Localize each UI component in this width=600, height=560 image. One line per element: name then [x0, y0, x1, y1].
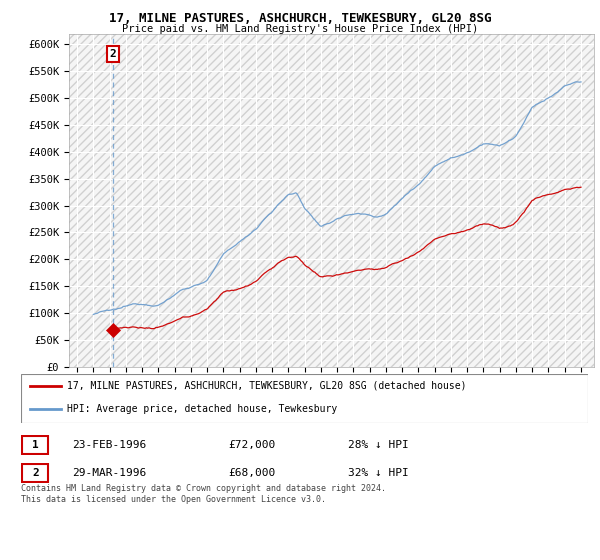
FancyBboxPatch shape [22, 464, 49, 482]
Text: 17, MILNE PASTURES, ASHCHURCH, TEWKESBURY, GL20 8SG (detached house): 17, MILNE PASTURES, ASHCHURCH, TEWKESBUR… [67, 381, 467, 391]
Text: £72,000: £72,000 [228, 440, 275, 450]
Text: 28% ↓ HPI: 28% ↓ HPI [348, 440, 409, 450]
Text: 17, MILNE PASTURES, ASHCHURCH, TEWKESBURY, GL20 8SG: 17, MILNE PASTURES, ASHCHURCH, TEWKESBUR… [109, 12, 491, 25]
Text: 32% ↓ HPI: 32% ↓ HPI [348, 468, 409, 478]
Text: Contains HM Land Registry data © Crown copyright and database right 2024.
This d: Contains HM Land Registry data © Crown c… [21, 484, 386, 504]
Text: £68,000: £68,000 [228, 468, 275, 478]
Text: 1: 1 [32, 440, 39, 450]
FancyBboxPatch shape [22, 436, 49, 454]
Text: Price paid vs. HM Land Registry's House Price Index (HPI): Price paid vs. HM Land Registry's House … [122, 24, 478, 34]
Text: 23-FEB-1996: 23-FEB-1996 [72, 440, 146, 450]
Text: 2: 2 [110, 49, 116, 59]
Text: 2: 2 [32, 468, 39, 478]
FancyBboxPatch shape [21, 374, 588, 423]
Text: 29-MAR-1996: 29-MAR-1996 [72, 468, 146, 478]
Text: HPI: Average price, detached house, Tewkesbury: HPI: Average price, detached house, Tewk… [67, 404, 338, 414]
